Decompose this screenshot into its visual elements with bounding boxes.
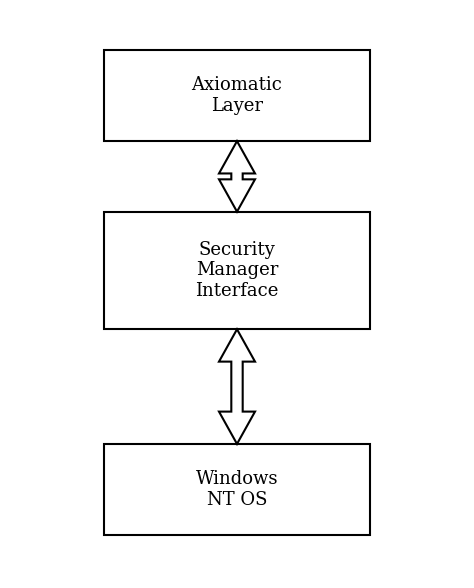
Bar	[104, 444, 370, 535]
Text: Security
Manager
Interface: Security Manager Interface	[195, 240, 279, 300]
Bar	[104, 50, 370, 141]
Polygon shape	[219, 141, 255, 212]
Text: Axiomatic
Layer: Axiomatic Layer	[191, 76, 283, 115]
Bar	[104, 212, 370, 329]
Text: Windows
NT OS: Windows NT OS	[196, 470, 278, 509]
Polygon shape	[219, 329, 255, 444]
